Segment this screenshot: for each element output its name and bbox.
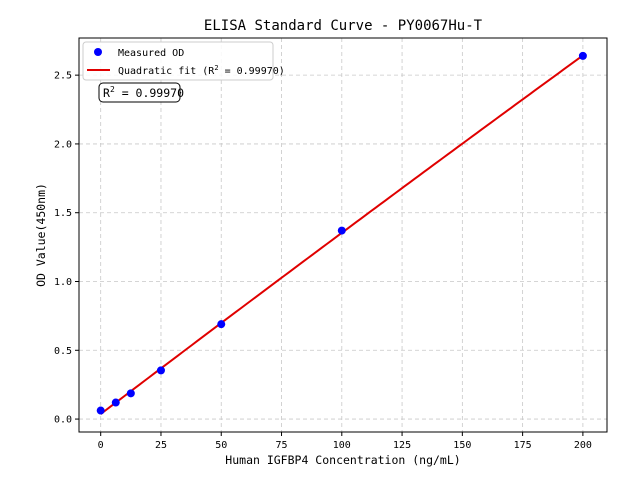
svg-text:R2 = 0.99970: R2 = 0.99970 (103, 85, 184, 100)
y-tick-label: 1.5 (54, 208, 72, 219)
y-tick-label: 0.0 (54, 415, 72, 426)
y-tick-label: 0.5 (54, 346, 72, 357)
r-squared-annotation: R2 = 0.99970 (98, 82, 184, 103)
y-tick-label: 1.0 (54, 277, 72, 288)
x-tick-label: 0 (98, 440, 104, 451)
legend: Measured OD Quadratic fit (R2 = 0.99970) (82, 41, 285, 81)
x-tick-label: 75 (275, 440, 287, 451)
y-ticks: 0.0 0.5 1.0 1.5 2.0 2.5 (54, 71, 79, 426)
x-axis-label: Human IGFBP4 Concentration (ng/mL) (225, 453, 460, 467)
points-group (96, 51, 587, 415)
data-point (156, 366, 165, 375)
x-tick-label: 25 (155, 440, 167, 451)
x-tick-label: 50 (215, 440, 227, 451)
y-tick-label: 2.0 (54, 139, 72, 150)
plot-frame (78, 37, 608, 433)
data-point (337, 226, 346, 235)
x-tick-label: 175 (514, 440, 532, 451)
data-point (96, 406, 105, 415)
data-point (217, 320, 226, 329)
chart-title: ELISA Standard Curve - PY0067Hu-T (204, 18, 483, 34)
x-tick-label: 200 (574, 440, 592, 451)
legend-label-fit: Quadratic fit (R2 = 0.99970) (118, 64, 285, 77)
x-tick-label: 100 (333, 440, 351, 451)
x-tick-label: 125 (393, 440, 411, 451)
legend-label-measured: Measured OD (118, 48, 184, 59)
legend-marker-measured (94, 48, 102, 56)
y-tick-label: 2.5 (54, 71, 72, 82)
data-point (126, 389, 135, 398)
x-ticks: 0 25 50 75 100 125 150 175 200 (98, 432, 592, 451)
data-point (111, 398, 120, 407)
x-tick-label: 150 (453, 440, 471, 451)
data-point (578, 51, 587, 60)
y-axis-label: OD Value(450nm) (34, 183, 48, 287)
